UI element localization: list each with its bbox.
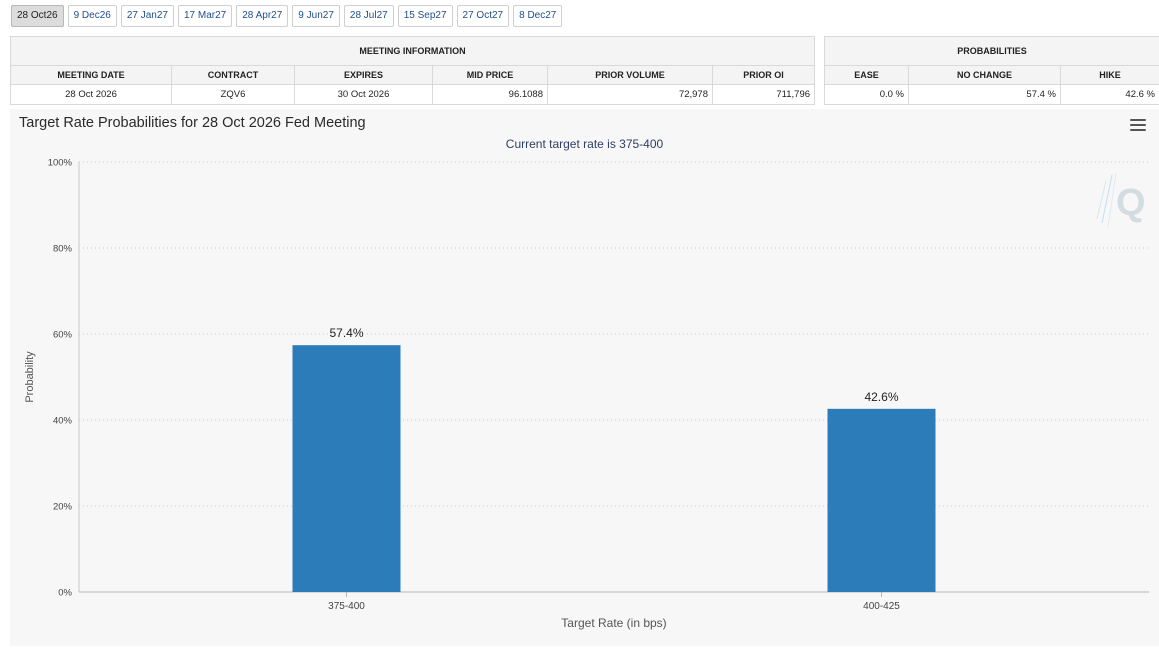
tab-15-sep27[interactable]: 15 Sep27: [397, 5, 453, 27]
y-tick-label: 60%: [53, 330, 73, 341]
table-row: 28 Oct 2026 ZQV6 30 Oct 2026 96.1088 72,…: [10, 84, 816, 105]
y-axis-title: Probability: [24, 351, 36, 403]
y-tick-label: 40%: [53, 416, 73, 427]
x-tick-label: 400-425: [863, 601, 900, 612]
column-mid-price: MID PRICE: [432, 65, 548, 85]
tab-27-jan27[interactable]: 27 Jan27: [120, 5, 174, 27]
column-hike: HIKE: [1060, 65, 1159, 85]
contract-value: ZQV6: [171, 84, 295, 105]
mid-price-value: 96.1088: [432, 84, 548, 105]
meeting-date-tabs: 28 Oct26 9 Dec26 27 Jan27 17 Mar27 28 Ap…: [11, 5, 566, 27]
tab-17-mar27[interactable]: 17 Mar27: [178, 5, 233, 27]
column-no-change: NO CHANGE: [908, 65, 1061, 85]
chart-subtitle: Current target rate is 375-400: [505, 137, 664, 151]
column-contract: CONTRACT: [171, 65, 295, 85]
bar: [292, 345, 401, 592]
y-tick-label: 100%: [48, 158, 73, 169]
tab-9-dec26[interactable]: 9 Dec26: [67, 5, 117, 27]
column-prior-oi: PRIOR OI: [711, 65, 816, 85]
tab-8-dec27[interactable]: 8 Dec27: [513, 5, 563, 27]
svg-text:Q: Q: [1116, 182, 1146, 224]
y-tick-label: 20%: [53, 502, 73, 513]
probabilities-table: PROBABILITIES EASE NO CHANGE HIKE 0.0 % …: [824, 36, 1159, 105]
no-change-value: 57.4 %: [908, 84, 1061, 105]
bar: [827, 408, 936, 592]
x-tick-label: 375-400: [328, 601, 365, 612]
table-row: 0.0 % 57.4 % 42.6 %: [824, 84, 1159, 105]
chart-panel: 0% 20% 40% 60% 80% 100% 57.4% 375-400 42.6% 400-4…: [10, 109, 1159, 646]
meeting-information-header: MEETING INFORMATION: [9, 36, 816, 66]
column-prior-volume: PRIOR VOLUME: [547, 65, 713, 85]
meeting-date-value: 28 Oct 2026: [10, 84, 172, 105]
data-label: 42.6%: [864, 390, 898, 404]
tab-27-oct27[interactable]: 27 Oct27: [456, 5, 510, 27]
ease-value: 0.0 %: [824, 84, 909, 105]
column-meeting-date: MEETING DATE: [10, 65, 172, 85]
tab-28-apr27[interactable]: 28 Apr27: [236, 5, 289, 27]
chart-menu-icon[interactable]: [1130, 119, 1146, 133]
probabilities-header: PROBABILITIES: [824, 36, 1159, 66]
column-expires: EXPIRES: [294, 65, 433, 85]
tab-28-jul27[interactable]: 28 Jul27: [343, 5, 394, 27]
prior-oi-value: 711,796: [711, 84, 816, 105]
chart-title: Target Rate Probabilities for 28 Oct 202…: [19, 115, 366, 131]
prior-volume-value: 72,978: [547, 84, 713, 105]
q-logo-icon: Q: [1096, 172, 1146, 228]
meeting-information-table: MEETING INFORMATION MEETING DATE CONTRAC…: [9, 36, 816, 105]
column-ease: EASE: [824, 65, 909, 85]
hike-value: 42.6 %: [1060, 84, 1159, 105]
tab-9-jun27[interactable]: 9 Jun27: [292, 5, 340, 27]
y-tick-label: 0%: [58, 588, 72, 599]
y-tick-label: 80%: [53, 244, 73, 255]
bar-chart: 0% 20% 40% 60% 80% 100% 57.4% 375-400 42.6% 400-4…: [24, 158, 1149, 630]
tab-28-oct26[interactable]: 28 Oct26: [11, 5, 64, 27]
expires-value: 30 Oct 2026: [294, 84, 433, 105]
x-axis-title: Target Rate (in bps): [561, 616, 666, 630]
data-label: 57.4%: [329, 326, 363, 340]
